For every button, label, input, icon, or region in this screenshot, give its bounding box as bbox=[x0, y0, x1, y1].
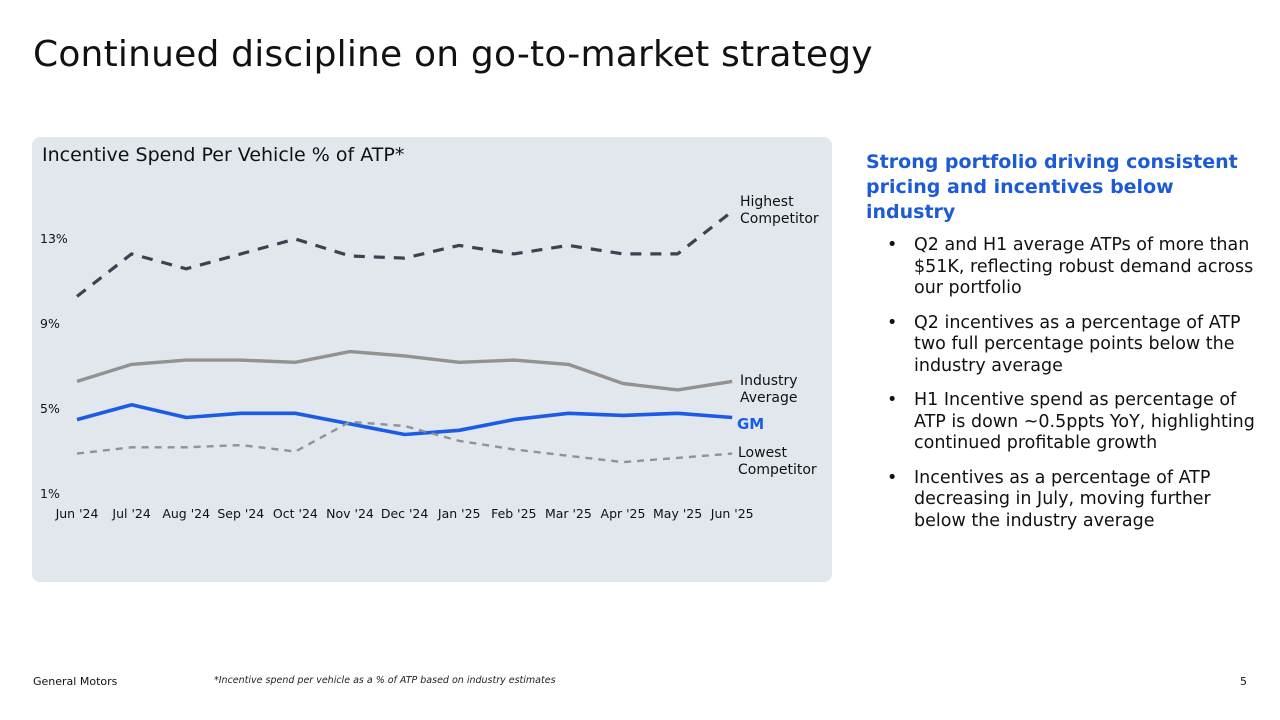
sidebar-text: Strong portfolio driving consistent pric… bbox=[866, 150, 1266, 545]
series-line-gm bbox=[76, 402, 733, 437]
series-label-industry: Industry bbox=[740, 373, 798, 389]
bullet-list: Q2 and H1 average ATPs of more than $51K… bbox=[866, 235, 1266, 532]
y-tick-label: 9% bbox=[40, 316, 60, 331]
chart-title: Incentive Spend Per Vehicle % of ATP* bbox=[42, 144, 405, 166]
x-tick-label: Jan '25 bbox=[437, 506, 481, 521]
bullet-item: H1 Incentive spend as percentage of ATP … bbox=[866, 390, 1266, 455]
series-line-highest bbox=[76, 210, 734, 298]
x-tick-label: Oct '24 bbox=[273, 506, 318, 521]
page-number: 5 bbox=[1240, 675, 1247, 688]
x-tick-label: Sep '24 bbox=[217, 506, 264, 521]
series-label-lowest: Competitor bbox=[738, 462, 817, 478]
footnote: *Incentive spend per vehicle as a % of A… bbox=[214, 675, 556, 686]
series-label-highest: Competitor bbox=[740, 211, 819, 227]
y-tick-label: 13% bbox=[40, 231, 68, 246]
x-tick-label: Dec '24 bbox=[381, 506, 429, 521]
x-tick-label: Jun '25 bbox=[710, 506, 754, 521]
company-name: General Motors bbox=[33, 675, 118, 688]
bullet-item: Q2 and H1 average ATPs of more than $51K… bbox=[866, 235, 1266, 300]
x-tick-label: Nov '24 bbox=[326, 506, 374, 521]
bullet-item: Q2 incentives as a percentage of ATP two… bbox=[866, 313, 1266, 378]
x-tick-label: Apr '25 bbox=[601, 506, 646, 521]
page-title: Continued discipline on go-to-market str… bbox=[33, 34, 873, 75]
y-tick-label: 1% bbox=[40, 486, 60, 501]
series-line-industry bbox=[76, 349, 733, 392]
y-tick-label: 5% bbox=[40, 401, 60, 416]
series-line-lowest bbox=[76, 420, 733, 464]
sidebar-heading: Strong portfolio driving consistent pric… bbox=[866, 151, 1238, 223]
series-label-lowest: Lowest bbox=[738, 445, 787, 461]
bullet-item: Incentives as a percentage of ATP decrea… bbox=[866, 468, 1266, 533]
series-label-industry: Average bbox=[740, 390, 798, 406]
x-tick-label: Aug '24 bbox=[162, 506, 210, 521]
x-tick-label: May '25 bbox=[653, 506, 702, 521]
x-tick-label: Jul '24 bbox=[111, 506, 150, 521]
series-label-gm: GM bbox=[737, 415, 764, 433]
x-tick-label: Jun '24 bbox=[55, 506, 99, 521]
chart-panel: Incentive Spend Per Vehicle % of ATP* 1%… bbox=[32, 137, 832, 582]
series-label-highest: Highest bbox=[740, 194, 794, 210]
incentive-line-chart: 1% 5% 9% 13% Jun '24 Jul '24 Aug '24 Sep '24 Oct… bbox=[40, 194, 819, 521]
x-tick-label: Mar '25 bbox=[545, 506, 592, 521]
x-tick-label: Feb '25 bbox=[491, 506, 536, 521]
